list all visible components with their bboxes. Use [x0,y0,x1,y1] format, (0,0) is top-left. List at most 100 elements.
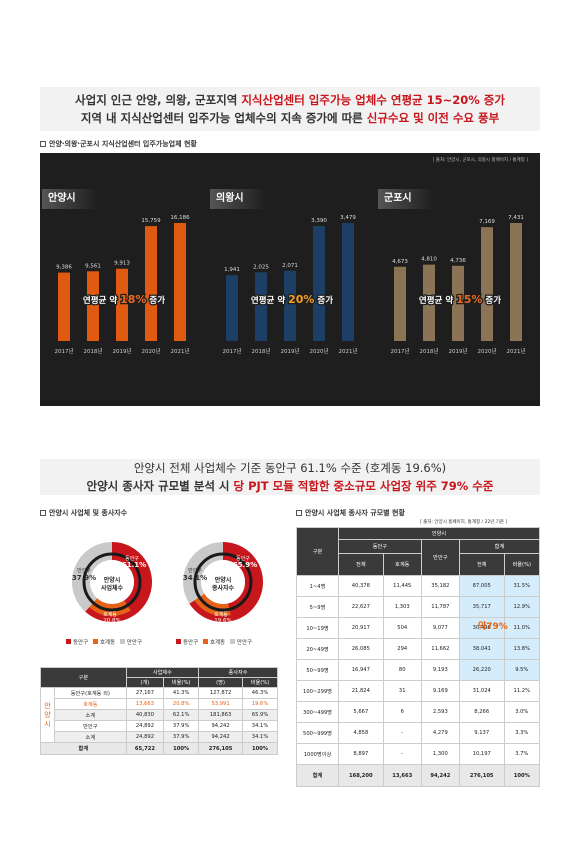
table-row: 500~999명 4,858-4,279 9,137 3.3% [296,722,541,744]
headline-line2-red: 신규수요 및 이전 수요 풍부 [366,111,500,125]
table1-subheader: 비율(%) [163,677,200,688]
pie-label: 만안구 [77,567,91,574]
x-tick-label: 2017년 [390,347,409,355]
pie-value: 65.9% [233,561,257,569]
pie-label: 호계동 [103,611,117,618]
pie-slice-manan [72,542,112,612]
table1-subheader: (명) [198,677,244,688]
bar-value-label: 15,759 [141,218,161,224]
donut-hole [201,560,245,604]
region-label-anyang: 안양시 [42,189,98,209]
table-total-row: 합계 168,200 13,663 94,242 276,105 100% [296,764,541,787]
section3-title: 안양시 사업체 종사자 규모별 현황 [296,508,405,518]
donut-hole [90,560,134,604]
table-row: 만안구 24,892 37.9% 94,242 34.1% [41,720,278,732]
bar-value-label: 7,431 [508,215,524,221]
bar-value-label: 3,390 [311,218,327,224]
headline-line1: 사업지 인근 안양, 의왕, 군포지역 [75,93,242,107]
table-row: 300~499명 5,667 6 2,593 8,266 3.0% [296,701,541,723]
donut-legend-2: 동안구 호계동 만안구 [176,638,252,646]
bar [394,266,406,341]
x-tick-label: 2017년 [222,347,241,355]
table2-header-manan: 만안구 [420,539,460,576]
headline2-line2: 안양시 종사자 규모별 분석 시 [86,479,234,493]
legend-dot-icon [176,639,181,644]
bar-value-label: 4,673 [392,259,408,265]
pie-slice-manan [182,542,223,604]
growth-annotation: 연평균 약 18% 증가 [83,293,165,306]
inner-ring [193,552,253,612]
pie-value: 20.8% [103,618,120,624]
bar [87,271,99,341]
bar-value-label: 9,561 [85,263,101,269]
headline2-line1: 안양시 전체 사업체수 기준 동안구 61.1% 수준 (호계동 19.6%) [133,461,447,475]
pie-label: 동안구 [236,555,250,562]
source-note: [ 출처: 안양시, 군포시, 의왕시 홈페이지 / 통계청 ] [432,158,528,163]
x-tick-label: 2020년 [141,347,160,355]
bar [342,223,354,341]
headline-middle: 안양시 전체 사업체수 기준 동안구 61.1% 수준 (호계동 19.6%) … [40,459,540,495]
bar-value-label: 4,810 [421,257,437,263]
table1-subheader: 비율(%) [242,677,278,688]
x-tick-label: 2021년 [338,347,357,355]
pie-slice-hogye [89,598,131,616]
x-tick-label: 2019년 [448,347,467,355]
legend-hogye: 호계동 [92,639,115,646]
table2-header-gubun: 구분 [296,527,339,576]
square-icon [40,141,46,147]
x-tick-label: 2018년 [83,347,102,355]
bar-value-label: 1,941 [224,267,240,273]
table-row: 1000명이상 8,897-1,300 10,197 3.7% [296,743,541,765]
x-tick-label: 2019년 [112,347,131,355]
section1-title: 안양·의왕·군포시 지식산업센터 입주가능업체 현황 [40,139,197,149]
pie-value: 34.1% [183,574,207,582]
x-tick-label: 2020년 [309,347,328,355]
bar-value-label: 7,169 [479,219,495,225]
source-note-2: [ 출처: 안양시 홈페이지, 통계청 / 22년 기준 ] [420,520,508,525]
table-row: 1~4명 40,378 11,445 35,182 87,005 31.5% [296,575,541,597]
bar [174,223,186,341]
table-row: 100~299명 21,824 31 9,169 31,024 11.2% [296,680,541,702]
legend-dot-icon [92,639,98,644]
square-icon [296,510,302,516]
table-total-row: 합계 65,722 100% 276,105 100% [40,742,278,755]
bar [481,227,493,341]
bar [452,265,464,341]
legend-dot-icon [119,639,125,644]
x-tick-label: 2020년 [477,347,496,355]
bar [313,226,325,341]
bar-value-label: 9,386 [56,265,72,271]
pie-label: 동안구 [125,555,139,562]
approx-79-overlay: 약79% [478,622,508,632]
donut-charts: 동안구61.1%만안구37.9%호계동20.8%동안구65.9%만안구34.1%… [72,542,263,624]
bar-value-label: 2,025 [253,264,269,270]
x-tick-label: 2021년 [506,347,525,355]
donut2-center-label: 안양시 종사자수 [211,577,235,592]
legend-dot-icon [229,639,235,644]
x-tick-label: 2019년 [280,347,299,355]
pie-label: 만안구 [188,567,202,574]
x-tick-label: 2017년 [54,347,73,355]
legend-manan: 만안구 [119,639,142,646]
table-row: 50~99명 16,947 80 9,193 26,220 9.5% [296,659,541,681]
x-tick-label: 2018년 [251,347,270,355]
pie-value: 19.6% [214,618,231,624]
table-row: 소계 24,892 37.9% 94,242 34.1% [40,731,278,743]
legend-manan: 만안구 [229,639,252,646]
x-tick-label: 2018년 [419,347,438,355]
region-label-gunpo: 군포시 [378,189,434,209]
bar-value-label: 16,186 [170,215,190,221]
table-row: 20~49명 26,085 294 11,662 38,041 13.8% [296,638,541,660]
bar-charts-panel: [ 출처: 안양시, 군포시, 의왕시 홈페이지 / 통계청 ] 안양시 의왕시… [40,153,540,406]
table1-header-emp: 종사자수 [198,667,278,678]
legend-dot-icon [202,639,208,644]
inner-ring [82,552,142,612]
growth-annotation: 연평균 약 20% 증가 [251,293,333,306]
table2-subheader: 비율(%) [503,553,541,576]
table1-header-gubun: 구분 [40,667,127,688]
section2-title: 안양시 사업체 및 종사자수 [40,508,127,518]
table-row: 호계동 13,663 20.8% 53,991 19.6% [41,698,278,710]
